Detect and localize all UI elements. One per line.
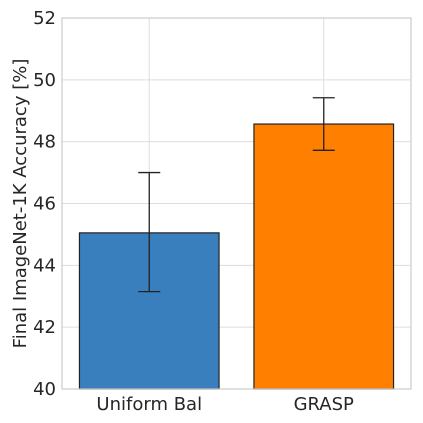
y-tick-label: 44 (33, 255, 56, 276)
y-tick-label: 50 (33, 70, 56, 91)
y-tick-label: 42 (33, 317, 56, 338)
y-tick-label: 46 (33, 194, 56, 215)
bar (253, 123, 395, 390)
y-tick-labels: 40 42 44 46 48 50 52 (33, 8, 56, 400)
y-tick-label: 52 (33, 8, 56, 29)
x-tick-label: GRASP (294, 394, 354, 415)
y-tick-label: 48 (33, 132, 56, 153)
y-axis-label: Final ImageNet-1K Accuracy [%] (10, 59, 31, 349)
error-bars (138, 97, 335, 293)
plot-frame (61, 17, 412, 390)
x-tick-label: Uniform Bal (96, 394, 202, 415)
x-tick-labels: Uniform Bal GRASP (96, 394, 354, 415)
y-tick-label: 40 (33, 379, 56, 400)
